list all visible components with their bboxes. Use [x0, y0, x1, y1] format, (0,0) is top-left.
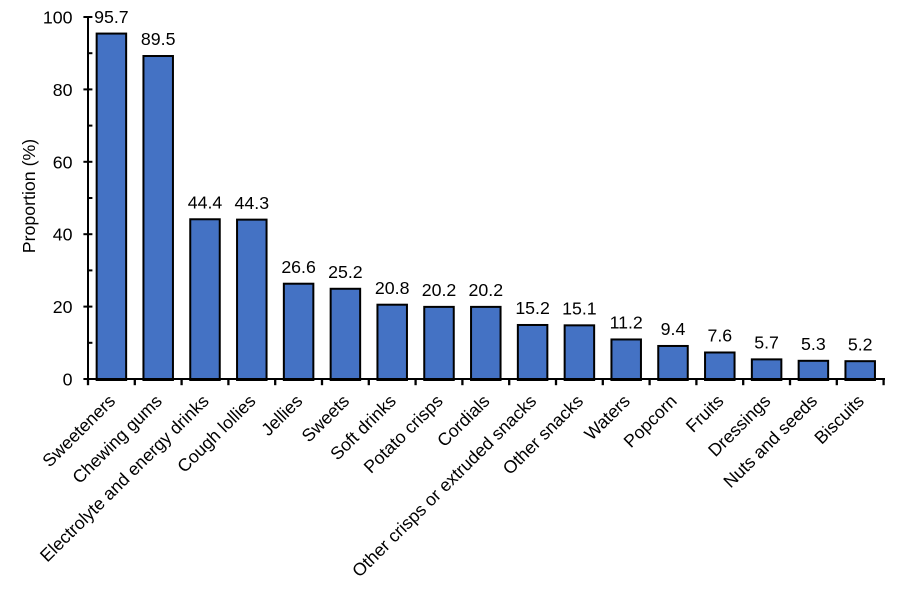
svg-text:89.5: 89.5 — [141, 29, 176, 49]
svg-text:44.3: 44.3 — [235, 193, 270, 213]
svg-text:5.2: 5.2 — [848, 334, 873, 354]
svg-text:20.2: 20.2 — [469, 280, 504, 300]
svg-text:0: 0 — [63, 370, 73, 390]
svg-text:20.2: 20.2 — [422, 280, 457, 300]
svg-text:95.7: 95.7 — [94, 7, 129, 27]
svg-text:20: 20 — [53, 297, 73, 317]
svg-text:25.2: 25.2 — [328, 262, 363, 282]
svg-text:40: 40 — [53, 225, 73, 245]
svg-text:26.6: 26.6 — [281, 257, 316, 277]
svg-text:15.1: 15.1 — [562, 299, 597, 319]
svg-text:20.8: 20.8 — [375, 278, 410, 298]
svg-text:60: 60 — [53, 152, 73, 172]
svg-text:5.7: 5.7 — [754, 333, 779, 353]
svg-text:9.4: 9.4 — [661, 319, 686, 339]
svg-text:Proportion (%): Proportion (%) — [19, 139, 39, 253]
svg-text:15.2: 15.2 — [515, 298, 550, 318]
svg-text:7.6: 7.6 — [707, 326, 732, 346]
svg-text:80: 80 — [53, 80, 73, 100]
svg-text:5.3: 5.3 — [801, 334, 826, 354]
svg-text:11.2: 11.2 — [610, 313, 643, 333]
svg-text:44.4: 44.4 — [188, 192, 223, 212]
svg-text:100: 100 — [43, 8, 73, 28]
